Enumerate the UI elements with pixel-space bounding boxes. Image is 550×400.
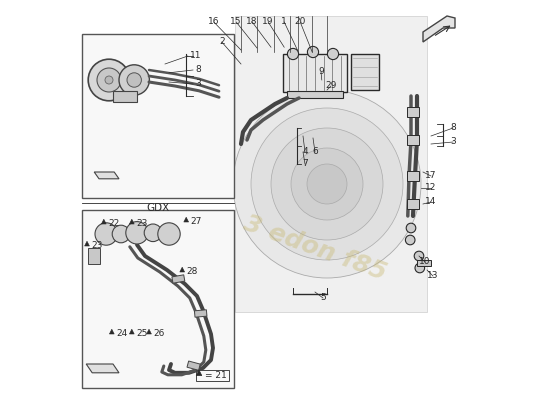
Text: 5: 5 xyxy=(320,294,326,302)
Circle shape xyxy=(415,263,425,273)
Text: 29: 29 xyxy=(325,82,337,90)
Text: 18: 18 xyxy=(246,18,258,26)
Circle shape xyxy=(405,235,415,245)
Text: 2: 2 xyxy=(219,38,224,46)
Circle shape xyxy=(144,224,162,242)
Polygon shape xyxy=(180,267,185,272)
Polygon shape xyxy=(129,329,134,334)
Text: 14: 14 xyxy=(425,198,437,206)
Polygon shape xyxy=(423,16,455,42)
Text: 12: 12 xyxy=(425,184,437,192)
Polygon shape xyxy=(94,172,119,179)
Bar xyxy=(407,135,419,145)
Circle shape xyxy=(327,48,339,60)
Bar xyxy=(172,275,185,283)
Bar xyxy=(88,248,100,264)
Text: 22: 22 xyxy=(108,220,119,228)
Text: 23: 23 xyxy=(91,242,103,250)
Text: 7: 7 xyxy=(302,160,308,168)
Bar xyxy=(407,171,419,181)
Text: 3: 3 xyxy=(450,138,456,146)
Circle shape xyxy=(414,251,424,261)
Text: = 21: = 21 xyxy=(205,371,227,380)
Polygon shape xyxy=(109,329,114,334)
Text: 8: 8 xyxy=(195,66,201,74)
Polygon shape xyxy=(85,241,90,246)
Text: 11: 11 xyxy=(190,52,201,60)
Polygon shape xyxy=(196,370,202,376)
Circle shape xyxy=(95,223,117,245)
Bar xyxy=(283,54,347,92)
Circle shape xyxy=(291,148,363,220)
Circle shape xyxy=(119,65,150,95)
Circle shape xyxy=(105,76,113,84)
Circle shape xyxy=(307,46,318,58)
Bar xyxy=(82,210,234,388)
Text: 3: 3 xyxy=(195,80,201,88)
Text: 28: 28 xyxy=(186,268,198,276)
Circle shape xyxy=(127,73,141,87)
Circle shape xyxy=(271,128,383,240)
Text: 25: 25 xyxy=(136,330,147,338)
Text: 17: 17 xyxy=(425,172,437,180)
Text: 10: 10 xyxy=(419,258,431,266)
Polygon shape xyxy=(129,219,134,224)
Text: 13: 13 xyxy=(427,272,439,280)
Text: 20: 20 xyxy=(294,18,306,26)
Text: 26: 26 xyxy=(153,330,165,338)
Polygon shape xyxy=(147,329,151,334)
Circle shape xyxy=(288,48,299,60)
Polygon shape xyxy=(235,16,427,312)
Bar xyxy=(113,91,137,102)
Bar xyxy=(287,91,343,98)
Polygon shape xyxy=(184,217,189,222)
Bar xyxy=(407,107,419,117)
Text: 27: 27 xyxy=(191,218,202,226)
Bar xyxy=(82,34,234,198)
Text: GDX: GDX xyxy=(146,203,170,213)
Circle shape xyxy=(126,222,148,244)
Circle shape xyxy=(233,90,421,278)
Bar xyxy=(195,310,207,317)
Circle shape xyxy=(307,164,347,204)
Circle shape xyxy=(88,59,130,101)
Bar xyxy=(407,199,419,209)
Circle shape xyxy=(112,225,130,243)
Polygon shape xyxy=(86,364,119,373)
Text: 3 edon f85: 3 edon f85 xyxy=(240,211,390,285)
Text: 19: 19 xyxy=(262,18,274,26)
Polygon shape xyxy=(101,219,106,224)
Text: 4: 4 xyxy=(302,148,308,156)
Text: 9: 9 xyxy=(318,68,324,76)
Text: 1: 1 xyxy=(282,18,287,26)
Bar xyxy=(417,260,431,266)
Text: 16: 16 xyxy=(208,18,219,26)
Text: 24: 24 xyxy=(116,330,128,338)
Circle shape xyxy=(158,223,180,245)
Bar xyxy=(196,370,229,381)
Bar xyxy=(187,361,200,370)
Text: 6: 6 xyxy=(312,148,318,156)
Bar xyxy=(351,54,379,90)
Text: 23: 23 xyxy=(136,220,147,228)
Circle shape xyxy=(97,68,121,92)
Circle shape xyxy=(406,223,416,233)
Text: 15: 15 xyxy=(230,18,242,26)
Text: 8: 8 xyxy=(450,124,456,132)
Circle shape xyxy=(251,108,403,260)
